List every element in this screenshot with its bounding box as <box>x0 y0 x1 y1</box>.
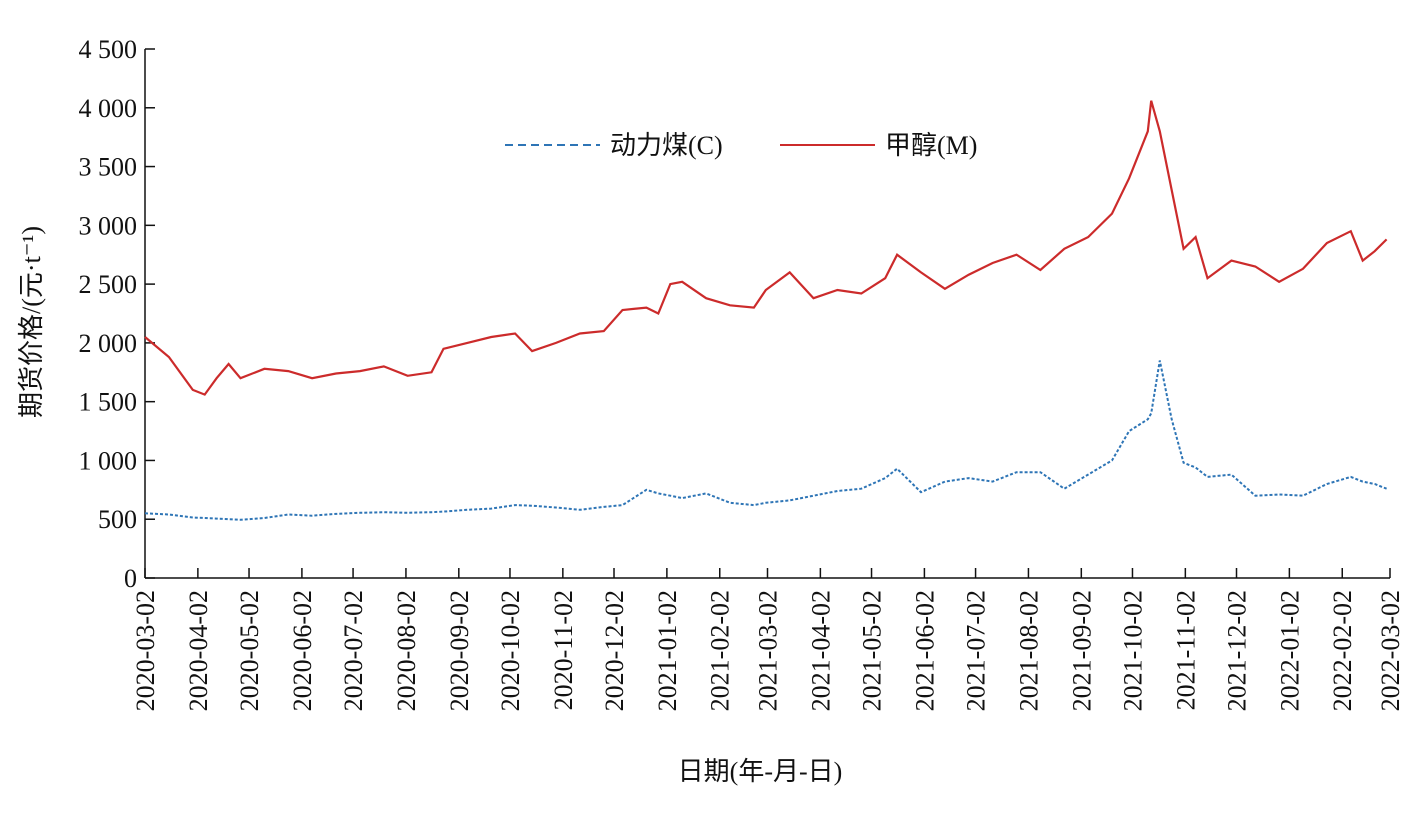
line-series <box>144 360 1387 521</box>
y-tick-label: 1 000 <box>79 446 138 475</box>
y-tick-label: 1 500 <box>79 388 138 417</box>
x-tick-label: 2020-07-02 <box>339 590 368 711</box>
x-tick-label: 2020-11-02 <box>549 590 578 710</box>
x-tick-label: 2021-01-02 <box>653 590 682 711</box>
x-tick-label: 2022-03-02 <box>1376 590 1405 711</box>
y-tick-label: 500 <box>98 505 137 534</box>
x-tick-label: 2021-03-02 <box>754 590 783 711</box>
x-tick-label: 2020-06-02 <box>288 590 317 711</box>
x-tick-label: 2020-03-02 <box>131 590 160 711</box>
legend-label: 动力煤(C) <box>610 131 723 160</box>
legend-label: 甲醇(M) <box>885 131 977 160</box>
line-series <box>144 100 1388 396</box>
x-tick-label: 2021-06-02 <box>910 590 939 711</box>
x-tick-label: 2020-04-02 <box>184 590 213 711</box>
x-tick-label: 2020-10-02 <box>496 590 525 711</box>
x-tick-label: 2020-09-02 <box>445 590 474 711</box>
x-tick-label: 2021-10-02 <box>1118 590 1147 711</box>
x-tick-label: 2020-05-02 <box>235 590 264 711</box>
x-tick-label: 2022-01-02 <box>1275 590 1304 711</box>
x-tick-label: 2021-09-02 <box>1067 590 1096 711</box>
y-tick-label: 3 500 <box>79 153 138 182</box>
y-tick-label: 2 000 <box>79 329 138 358</box>
y-tick-label: 4 000 <box>79 94 138 123</box>
x-tick-label: 2020-08-02 <box>392 590 421 711</box>
x-tick-label: 2021-02-02 <box>706 590 735 711</box>
x-tick-label: 2021-08-02 <box>1014 590 1043 711</box>
x-tick-label: 2021-04-02 <box>806 590 835 711</box>
x-tick-label: 2021-07-02 <box>962 590 991 711</box>
y-tick-label: 4 500 <box>79 35 138 64</box>
y-tick-label: 2 500 <box>79 270 138 299</box>
y-axis-title: 期货价格/(元·t⁻¹) <box>17 226 46 418</box>
x-tick-label: 2022-02-02 <box>1328 590 1357 711</box>
x-tick-label: 2020-12-02 <box>600 590 629 711</box>
x-tick-label: 2021-12-02 <box>1223 590 1252 711</box>
x-tick-label: 2021-11-02 <box>1171 590 1200 710</box>
x-tick-label: 2021-05-02 <box>858 590 887 711</box>
y-tick-label: 0 <box>124 564 137 593</box>
x-axis-title: 日期(年-月-日) <box>678 757 843 786</box>
y-tick-label: 3 000 <box>79 211 138 240</box>
